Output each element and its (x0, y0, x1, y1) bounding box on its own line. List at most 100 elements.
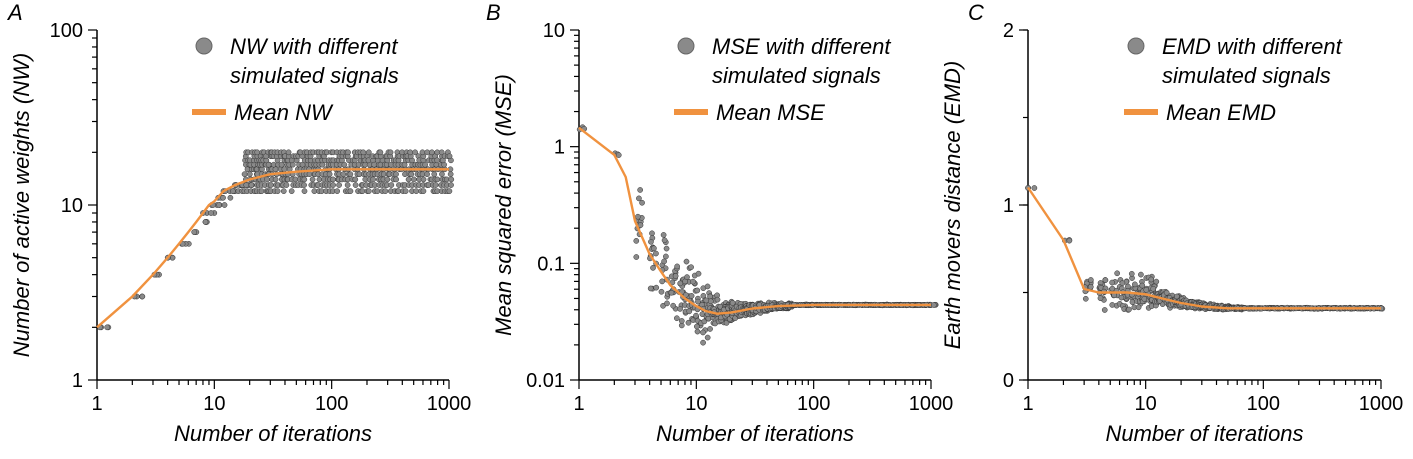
data-point (685, 319, 692, 326)
data-point (202, 219, 209, 225)
data-point (930, 302, 937, 308)
data-point (360, 149, 367, 156)
data-point (1082, 295, 1089, 302)
data-point (1174, 293, 1180, 300)
data-point (274, 188, 281, 194)
data-point (693, 312, 699, 319)
data-point (658, 288, 665, 295)
data-point (635, 213, 641, 220)
data-point (422, 161, 428, 168)
data-point (365, 149, 372, 156)
data-point (446, 188, 453, 194)
data-point (639, 199, 645, 206)
data-point (682, 292, 689, 298)
x-tick-label: 1 (573, 393, 584, 415)
data-point (393, 176, 400, 183)
data-point (1163, 289, 1170, 296)
data-point (1031, 185, 1038, 191)
data-point (272, 176, 279, 183)
x-tick-label: 1000 (427, 393, 472, 415)
data-point (420, 188, 427, 194)
chart-panel-a: 1 10 100 1000 1 10 100 Number of iterations Numb… (6, 0, 471, 446)
data-point (344, 182, 351, 188)
data-point (227, 194, 234, 201)
data-point (405, 176, 412, 183)
y-tick-label: 0 (1003, 370, 1014, 392)
data-point (434, 176, 441, 183)
data-point (704, 334, 711, 341)
data-point (283, 182, 290, 188)
data-point (340, 171, 347, 178)
data-point (1097, 295, 1104, 302)
data-point (707, 293, 713, 300)
y-tick-label: 0.01 (526, 370, 565, 392)
data-point (694, 328, 701, 335)
data-point (1087, 284, 1094, 290)
legend-line-label: Mean EMD (1166, 100, 1276, 125)
data-point (649, 230, 655, 237)
data-point (707, 298, 714, 305)
data-point (413, 188, 420, 194)
y-tick-label: 0.1 (537, 253, 565, 275)
data-point (1114, 270, 1121, 277)
data-point (419, 149, 426, 156)
data-point (659, 278, 665, 285)
legend-scatter-label-line1: MSE with different (712, 34, 891, 59)
data-point (438, 149, 445, 156)
data-point (695, 298, 701, 305)
data-point (700, 329, 706, 336)
data-point (246, 171, 253, 178)
data-point (278, 161, 285, 168)
data-point (1109, 285, 1116, 292)
data-point (674, 263, 681, 270)
panel-letter: A (6, 0, 23, 25)
data-point (1119, 280, 1126, 287)
data-point (653, 250, 659, 257)
data-point (410, 176, 417, 183)
legend-scatter-marker (677, 37, 695, 55)
data-point (1109, 302, 1116, 308)
x-tick-label: 100 (1247, 393, 1280, 415)
x-tick-label: 1000 (909, 393, 954, 415)
data-point (678, 318, 685, 324)
data-point (636, 195, 642, 202)
legend-scatter-label-line2: simulated signals (230, 63, 399, 88)
data-point (651, 245, 657, 252)
data-point (330, 176, 336, 183)
data-point (431, 171, 438, 178)
x-tick-label: 100 (315, 393, 348, 415)
data-point (347, 188, 354, 194)
x-tick-label: 10 (685, 393, 707, 415)
data-point (265, 161, 272, 168)
data-point (677, 280, 684, 287)
x-tick-label: 1 (1022, 393, 1033, 415)
data-point (408, 171, 415, 178)
data-point (663, 253, 669, 260)
data-point (694, 287, 701, 294)
data-point (677, 306, 683, 312)
data-point (359, 188, 366, 194)
data-point (672, 273, 679, 279)
data-point (216, 202, 222, 208)
data-point (264, 176, 270, 183)
data-point (1139, 282, 1146, 289)
data-point (309, 176, 316, 183)
data-point (388, 182, 395, 188)
y-axis-title: Earth movers distance (EMD) (940, 61, 965, 350)
y-tick-label: 1 (554, 137, 565, 159)
data-point (648, 238, 654, 245)
x-tick-label: 1 (91, 393, 102, 415)
data-point (230, 188, 236, 194)
data-point (221, 202, 228, 208)
x-tick-label: 10 (203, 393, 225, 415)
y-tick-label: 10 (61, 195, 83, 217)
data-point (664, 300, 670, 307)
data-point (695, 270, 702, 277)
y-axis-title: Mean squared error (MSE) (491, 74, 516, 336)
x-axis-title: Number of iterations (656, 421, 854, 446)
data-point (694, 323, 700, 330)
data-point (663, 245, 670, 252)
data-point (352, 176, 359, 183)
data-point (637, 187, 644, 193)
